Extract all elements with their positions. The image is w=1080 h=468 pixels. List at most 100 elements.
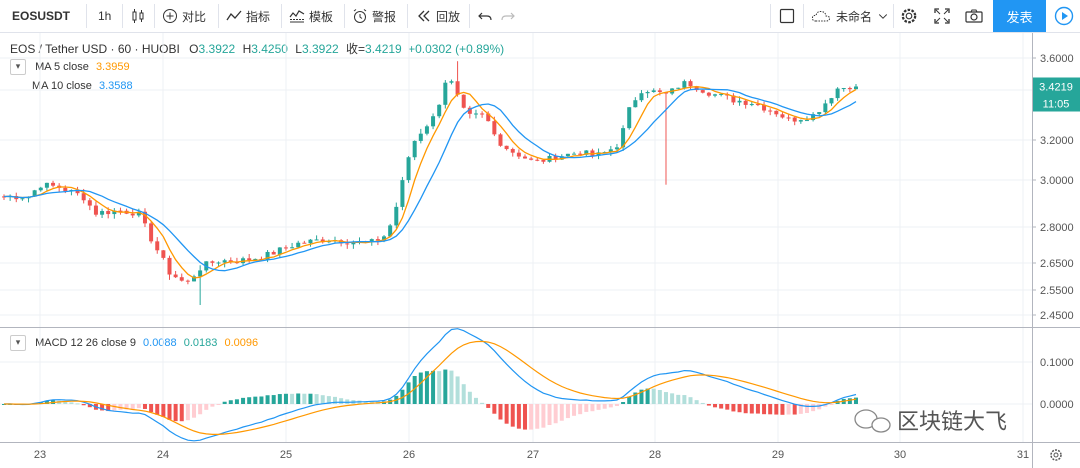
candle-body <box>768 110 773 112</box>
replay-button[interactable]: 回放 <box>416 0 460 32</box>
macd-histogram-bar <box>602 404 607 409</box>
open-label: O <box>189 42 199 56</box>
collapse-macd-icon[interactable]: ▾ <box>10 335 26 351</box>
candle-body <box>817 112 822 115</box>
candle-body <box>621 128 626 148</box>
macd-histogram-bar <box>700 402 705 404</box>
candle-body <box>81 193 86 201</box>
alert-button[interactable]: 警报 <box>352 0 396 32</box>
gear-icon <box>1050 449 1062 461</box>
macd-histogram-bar <box>443 369 448 404</box>
candle-body <box>210 261 215 263</box>
candle-body <box>32 190 37 197</box>
candle-body <box>265 251 270 260</box>
candle-body <box>375 239 380 241</box>
price-chart[interactable]: 3.60003.40003.20003.00002.80002.65002.55… <box>0 33 1080 468</box>
macd-histogram-bar <box>480 402 485 404</box>
undo-icon <box>478 12 492 21</box>
candle-body <box>118 210 123 212</box>
macd-histogram-bar <box>106 404 111 412</box>
candle-body <box>149 223 154 242</box>
snapshot-button[interactable] <box>964 0 988 32</box>
fullscreen-layout-button[interactable] <box>779 0 799 32</box>
candle-body <box>216 262 221 264</box>
price-tick-label: 2.6500 <box>1040 258 1074 270</box>
macd-histogram-bar <box>400 389 405 404</box>
macd-histogram-bar <box>473 397 478 404</box>
templates-button[interactable]: 模板 <box>289 0 333 32</box>
candle-body <box>657 90 662 92</box>
layout-menu-button[interactable] <box>877 0 893 32</box>
candle-body <box>811 114 816 121</box>
macd-histogram-bar <box>492 404 497 414</box>
macd-histogram-bar <box>529 404 534 430</box>
gear-icon-center <box>1053 452 1059 458</box>
collapse-legend-icon[interactable]: ▾ <box>10 59 26 75</box>
macd-histogram-bar <box>694 400 699 404</box>
publish-button[interactable]: 发表 <box>993 0 1046 32</box>
macd-histogram-bar <box>320 395 325 404</box>
candle-body <box>296 242 301 248</box>
candle-body <box>247 258 252 261</box>
time-tick-label: 23 <box>34 449 46 461</box>
candle-body <box>418 133 423 141</box>
symbol-label: EOSUSDT <box>12 9 71 23</box>
undo-button[interactable] <box>477 0 497 32</box>
macd-histogram-bar <box>706 404 711 406</box>
time-tick-label: 30 <box>894 449 906 461</box>
macd-histogram-bar <box>854 397 858 404</box>
macd-histogram-bar <box>118 404 123 410</box>
chart-legend: EOS / Tether USD · 60 · HUOBI O3.3922 H3… <box>10 40 504 57</box>
chart-type-button[interactable] <box>130 0 150 32</box>
candle-body <box>167 257 172 275</box>
macd-histogram-bar <box>296 393 301 404</box>
candle-body <box>320 239 325 243</box>
candles <box>2 61 858 305</box>
ma10-legend[interactable]: MA 10 close 3.3588 <box>32 80 133 92</box>
time-tick-label: 25 <box>280 449 292 461</box>
ma5-legend[interactable]: ▾ MA 5 close 3.3959 <box>10 59 130 75</box>
template-icon <box>289 10 305 23</box>
candle-body <box>185 280 190 282</box>
price-tick-label: 3.0000 <box>1040 175 1074 187</box>
low-label: L <box>295 42 302 56</box>
candle-body <box>651 90 656 92</box>
redo-button[interactable] <box>500 0 520 32</box>
macd-legend[interactable]: ▾ MACD 12 26 close 9 0.0088 0.0183 0.009… <box>10 335 258 351</box>
candle-body <box>222 260 227 263</box>
divider <box>154 4 155 28</box>
macd-histogram-bar <box>817 404 822 410</box>
candle-body <box>142 211 147 224</box>
macd-histogram-bar <box>578 404 583 415</box>
macd-histogram-bar <box>142 404 147 409</box>
macd-histogram-bar <box>596 404 601 410</box>
symbol-search[interactable]: EOSUSDT <box>12 0 70 32</box>
fullscreen-button[interactable] <box>934 0 954 32</box>
candle-body <box>406 157 411 181</box>
macd-histogram-bar <box>663 392 668 404</box>
play-button[interactable] <box>1047 0 1080 32</box>
candle-body <box>780 114 785 118</box>
compare-button[interactable]: 对比 <box>162 0 206 32</box>
candle-body <box>136 211 141 216</box>
candle-body <box>535 159 540 161</box>
layout-name-button[interactable]: 未命名 <box>810 0 872 32</box>
macd-histogram-bar <box>412 376 417 404</box>
divider <box>803 4 804 28</box>
macd-histogram-bar <box>725 404 730 410</box>
ma10-value: 3.3588 <box>98 80 133 92</box>
interval-button[interactable]: 1h <box>98 0 111 32</box>
settings-button[interactable] <box>900 0 922 32</box>
macd-histogram-bar <box>590 404 595 412</box>
toolbar: EOSUSDT 1h 对比 指标 模板 警报 回放 <box>0 0 1080 33</box>
candle-body <box>762 104 767 111</box>
layout-name-label: 未命名 <box>836 9 873 24</box>
indicators-button[interactable]: 指标 <box>226 0 270 32</box>
publish-label: 发表 <box>1006 9 1033 25</box>
macd-histogram-bar <box>271 395 276 404</box>
interval-label: 1h <box>98 9 112 23</box>
candle-body <box>578 153 583 155</box>
time-tick-label: 29 <box>772 449 784 461</box>
candle-body <box>345 243 350 245</box>
candle-body <box>510 149 515 153</box>
